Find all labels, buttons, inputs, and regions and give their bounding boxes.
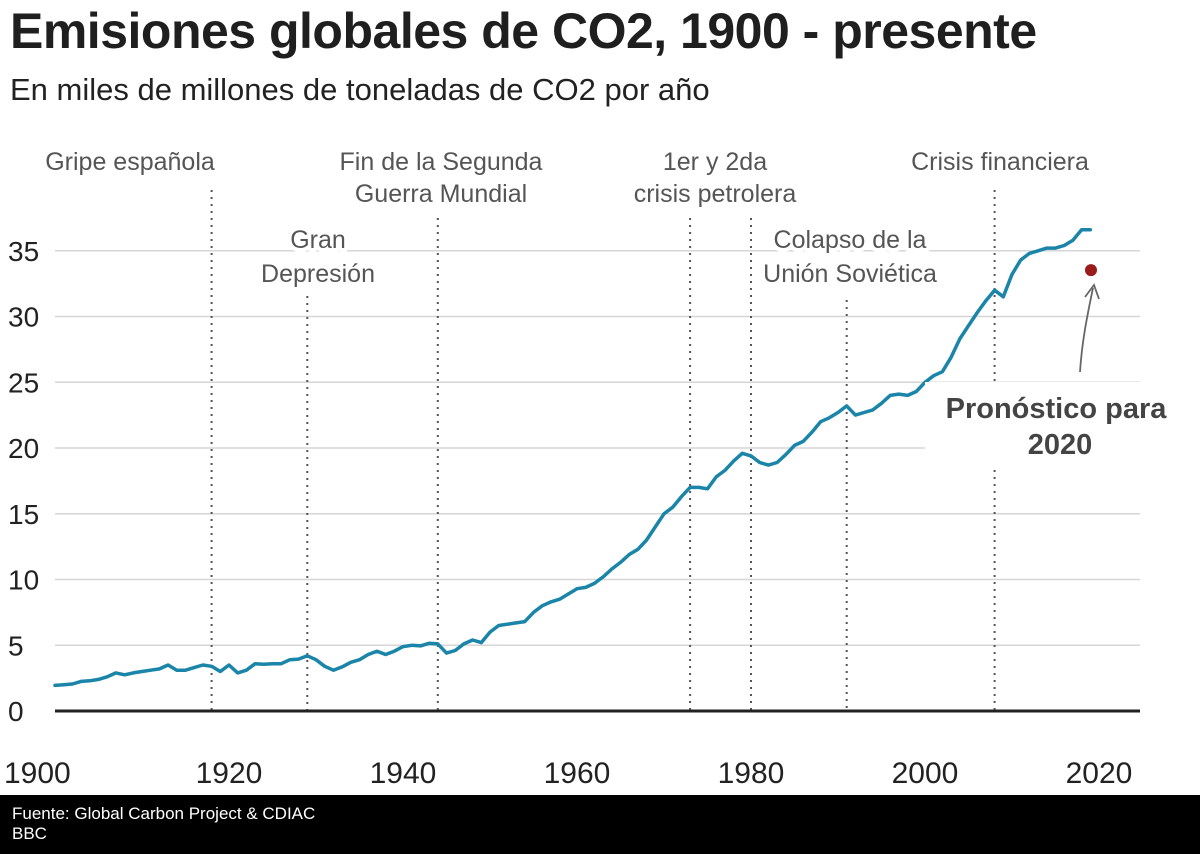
y-tick-label: 5 (8, 630, 24, 661)
publisher-credit: BBC (12, 824, 47, 843)
event-label: Colapso de la (774, 226, 927, 254)
x-tick-label: 1980 (718, 757, 785, 790)
forecast-label: Pronóstico para (946, 393, 1168, 425)
x-tick-label: 1900 (4, 757, 71, 790)
forecast-arrow-head (1084, 283, 1100, 300)
event-label: Gripe española (45, 148, 215, 176)
forecast-label-bg (925, 382, 1195, 470)
event-label: Guerra Mundial (355, 180, 527, 208)
emissions-series-line (53, 227, 1093, 688)
event-label: Unión Soviética (763, 260, 937, 288)
forecast-label: 2020 (1028, 429, 1093, 461)
co2-line-chart: 0 5 10 15 20 25 30 35 Gripe española Gran Depresió… (4, 148, 1195, 790)
forecast-2020-point (1085, 264, 1097, 277)
event-label: Gran (290, 226, 346, 254)
y-tick-label: 0 (8, 696, 24, 727)
chart-subtitle: En miles de millones de toneladas de CO2… (10, 72, 710, 107)
y-tick-label: 15 (8, 499, 39, 530)
x-tick-label: 1960 (544, 757, 611, 790)
y-tick-label: 10 (8, 565, 39, 596)
x-tick-label: 2020 (1066, 757, 1133, 790)
event-label: Crisis financiera (911, 148, 1089, 176)
y-tick-label: 25 (8, 367, 39, 398)
x-tick-label: 1920 (196, 757, 263, 790)
event-label: 1er y 2da (663, 148, 767, 176)
event-label: crisis petrolera (634, 180, 797, 208)
y-tick-label: 20 (8, 433, 39, 464)
x-tick-label: 1940 (370, 757, 437, 790)
x-tick-label: 2000 (892, 757, 959, 790)
footer-bar: Fuente: Global Carbon Project & CDIAC BB… (0, 795, 1200, 854)
event-label: Depresión (261, 260, 375, 288)
y-tick-label: 35 (8, 236, 39, 267)
forecast-arrow (1079, 287, 1094, 373)
event-label: Fin de la Segunda (340, 148, 543, 176)
chart-title: Emisiones globales de CO2, 1900 - presen… (10, 3, 1037, 59)
source-credit: Fuente: Global Carbon Project & CDIAC (12, 804, 316, 823)
y-tick-label: 30 (8, 302, 39, 333)
